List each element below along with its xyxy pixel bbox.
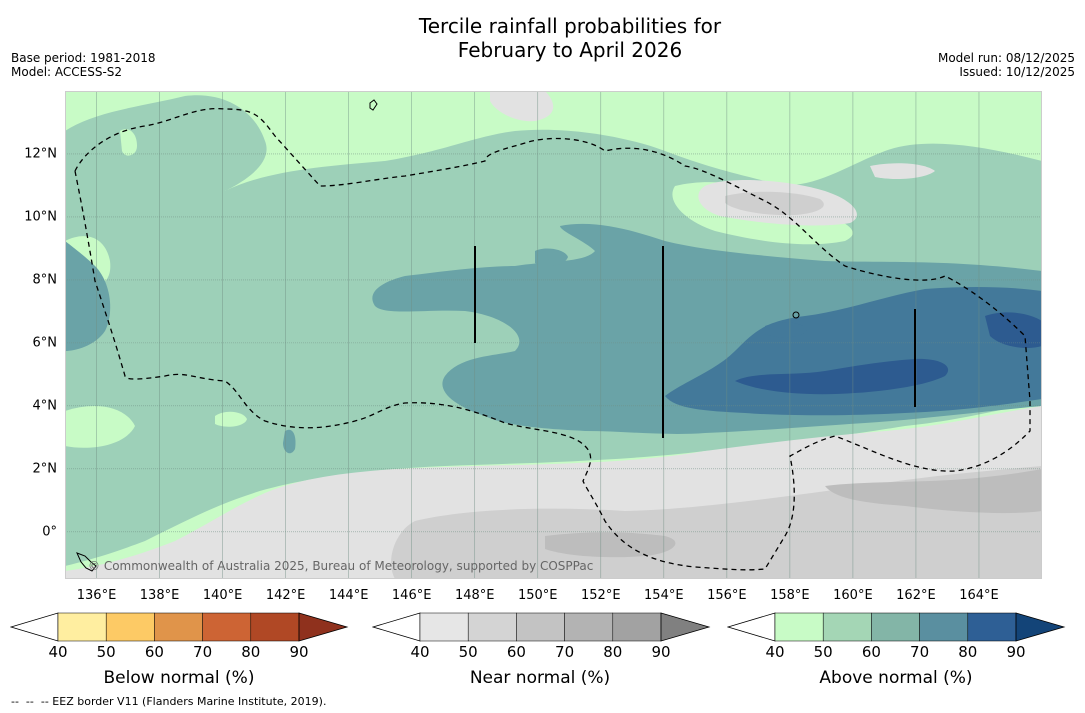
eez-footnote: -- -- -- EEZ border V11 (Flanders Marine…	[11, 695, 327, 708]
region-above-80	[735, 358, 949, 395]
colorbar-near	[372, 612, 711, 642]
colorbar-tick-label: 60	[506, 643, 526, 661]
region-above-70-patch	[765, 322, 807, 338]
colorbar-tick-label: 90	[1006, 643, 1026, 661]
colorbar-tick-label: 80	[603, 643, 623, 661]
colorbar-extend-low	[10, 612, 59, 642]
colorbar-tick-label: 40	[48, 643, 68, 661]
colorbar-swatch	[564, 612, 614, 642]
colorbar-swatch	[105, 612, 155, 642]
colorbar-swatch	[419, 612, 469, 642]
colorbar-swatch	[967, 612, 1017, 642]
colorbar-tick-label: 70	[555, 643, 575, 661]
colorbar-tick-label: 40	[410, 643, 430, 661]
model-run: Model run: 08/12/2025	[937, 51, 1075, 65]
meta-right: Model run: 08/12/2025 Issued: 10/12/2025	[938, 51, 1075, 79]
region-above-80-patch	[985, 312, 1042, 348]
colorbar-label-above: Above normal (%)	[819, 668, 973, 688]
colorbar-below	[10, 612, 349, 642]
map-title: Tercile rainfall probabilities for Febru…	[0, 14, 1085, 62]
region-near-50-top	[725, 191, 824, 216]
colorbar-extend-high	[298, 612, 349, 642]
island	[792, 311, 800, 319]
lon-label: 156°E	[707, 588, 747, 603]
copyright-notice: © Commonwealth of Australia 2025, Bureau…	[88, 559, 593, 573]
region-near-40-top	[490, 91, 554, 122]
lon-label: 142°E	[265, 588, 306, 603]
lon-label: 138°E	[139, 588, 180, 603]
gridlines	[65, 91, 1042, 579]
lat-label: 12°N	[24, 146, 57, 162]
colorbar-swatch	[202, 612, 252, 642]
colorbar-swatch	[774, 612, 824, 642]
colorbar-tick-label: 50	[96, 643, 116, 661]
colorbar-tick-label: 90	[651, 643, 671, 661]
lon-label: 140°E	[202, 588, 243, 603]
title-line-2: February to April 2026	[457, 38, 683, 62]
island	[369, 99, 378, 111]
colorbar-tick-label: 80	[958, 643, 978, 661]
colorbar-swatch	[57, 612, 107, 642]
lon-label: 158°E	[770, 588, 810, 603]
lat-label: 10°N	[24, 209, 57, 225]
lat-label: 6°N	[32, 335, 58, 351]
region-above-60	[65, 241, 111, 351]
lon-label: 154°E	[644, 588, 684, 603]
colorbar-swatch	[467, 612, 517, 642]
title-line-1: Tercile rainfall probabilities for	[418, 14, 722, 38]
region-above-40-patch	[215, 411, 247, 427]
issued-date: Issued: 10/12/2025	[959, 65, 1075, 79]
colorbar-tick-label: 60	[144, 643, 164, 661]
colorbar-extend-high	[1015, 612, 1066, 642]
lon-label: 136°E	[76, 588, 117, 603]
colorbar-swatch	[919, 612, 969, 642]
colorbar-tick-label: 80	[241, 643, 261, 661]
colorbar-tick-label: 60	[861, 643, 881, 661]
region-near-40-top	[870, 163, 935, 179]
colorbar-tick-label: 50	[458, 643, 478, 661]
colorbar-extend-low	[727, 612, 776, 642]
colorbar-label-near: Near normal (%)	[469, 668, 611, 688]
region-above-60-patch	[535, 248, 568, 267]
lon-label: 146°E	[391, 588, 432, 603]
lon-label: 160°E	[833, 588, 873, 603]
lat-label: 2°N	[32, 461, 58, 477]
base-period: Base period: 1981-2018	[11, 51, 156, 65]
colorbar-swatch	[516, 612, 565, 642]
lon-label: 150°E	[517, 588, 558, 603]
region-near-60	[825, 469, 1042, 514]
map-border	[65, 91, 1042, 579]
colorbar-tick-label: 50	[813, 643, 833, 661]
lon-label: 152°E	[581, 588, 621, 603]
probability-map: © Commonwealth of Australia 2025, Bureau…	[65, 91, 1042, 579]
colorbar-swatch	[612, 612, 662, 642]
lat-label: 0°	[42, 524, 57, 540]
region-above-40-patch	[65, 406, 135, 448]
colorbar-label-below: Below normal (%)	[103, 668, 255, 688]
model-name: Model: ACCESS-S2	[11, 65, 123, 79]
colorbar-tick-label: 70	[910, 643, 930, 661]
lon-label: 164°E	[959, 588, 999, 603]
colorbar-extend-low	[372, 612, 421, 642]
region-above-60-patch	[283, 429, 296, 454]
colorbar-swatch	[250, 612, 300, 642]
eez-border	[74, 107, 1031, 571]
lon-label: 144°E	[328, 588, 369, 603]
colorbar-tick-label: 70	[193, 643, 213, 661]
lat-label: 8°N	[32, 272, 58, 288]
meta-left: Base period: 1981-2018 Model: ACCESS-S2	[11, 51, 156, 79]
colorbar-above	[727, 612, 1066, 642]
region-above-40-patch	[120, 129, 137, 156]
colorbar-swatch	[154, 612, 203, 642]
colorbar-swatch	[871, 612, 920, 642]
lon-label: 148°E	[454, 588, 495, 603]
colorbar-tick-label: 90	[289, 643, 309, 661]
colorbar-swatch	[822, 612, 872, 642]
region-near-60	[545, 532, 676, 558]
colorbar-tick-label: 40	[765, 643, 785, 661]
lat-label: 4°N	[32, 398, 58, 414]
island	[76, 552, 97, 572]
colorbar-extend-high	[660, 612, 711, 642]
lon-label: 162°E	[896, 588, 936, 603]
